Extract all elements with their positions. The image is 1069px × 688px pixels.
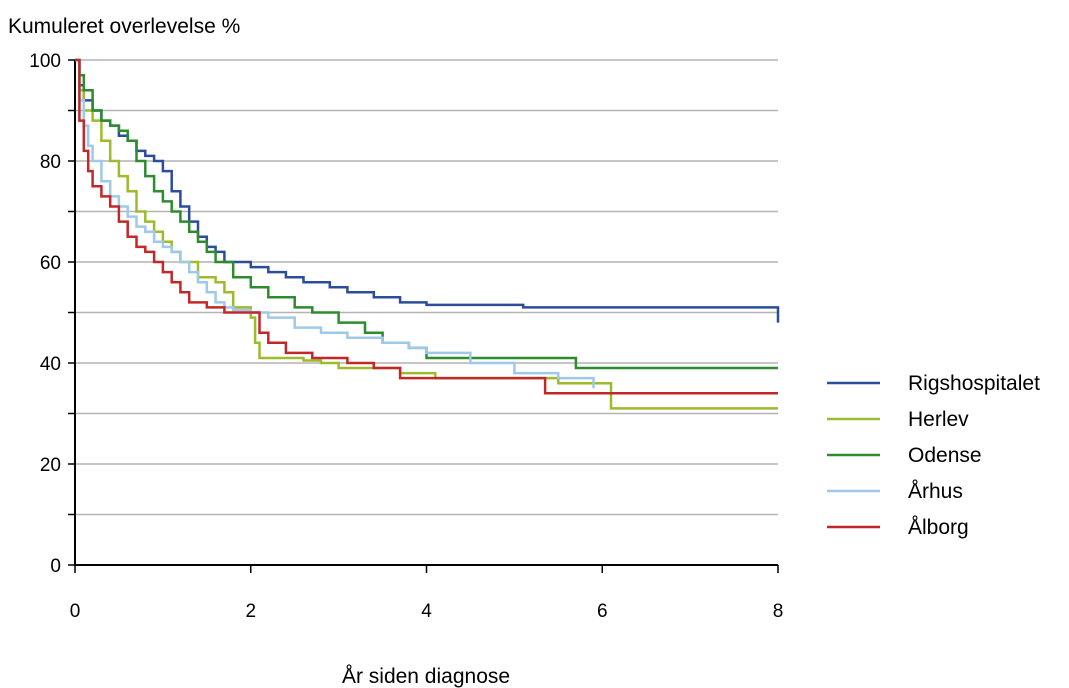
series-line-2 xyxy=(75,58,778,370)
series-lines xyxy=(75,58,780,410)
y-tick-label: 80 xyxy=(40,152,61,173)
legend-label: Ålborg xyxy=(908,516,969,539)
x-tick-label: 2 xyxy=(245,601,256,622)
y-axis-label: Kumuleret overlevelse % xyxy=(8,15,240,38)
legend-label: Odense xyxy=(908,444,982,467)
x-tick-label: 8 xyxy=(773,601,784,622)
y-tick-label: 100 xyxy=(29,51,61,72)
y-tick-label: 20 xyxy=(40,455,61,476)
legend-label: Århus xyxy=(908,480,963,503)
y-tick-label: 60 xyxy=(40,253,61,274)
y-tick-label: 0 xyxy=(50,556,61,577)
x-tick-label: 6 xyxy=(597,601,608,622)
legend-label: Herlev xyxy=(908,408,969,431)
x-tick-label: 4 xyxy=(421,601,432,622)
legend-label: Rigshospitalet xyxy=(908,372,1040,395)
series-line-3 xyxy=(75,58,595,389)
x-tick-label: 0 xyxy=(70,601,81,622)
x-axis-label: År siden diagnose xyxy=(342,665,510,688)
y-tick-label: 40 xyxy=(40,354,61,375)
axes: 0 20 40 60 80 100 0 2 4 6 8 xyxy=(29,51,783,622)
series-line-4 xyxy=(75,58,778,395)
legend: Rigshospitalet Herlev Odense Århus Ålborg xyxy=(827,372,1040,539)
